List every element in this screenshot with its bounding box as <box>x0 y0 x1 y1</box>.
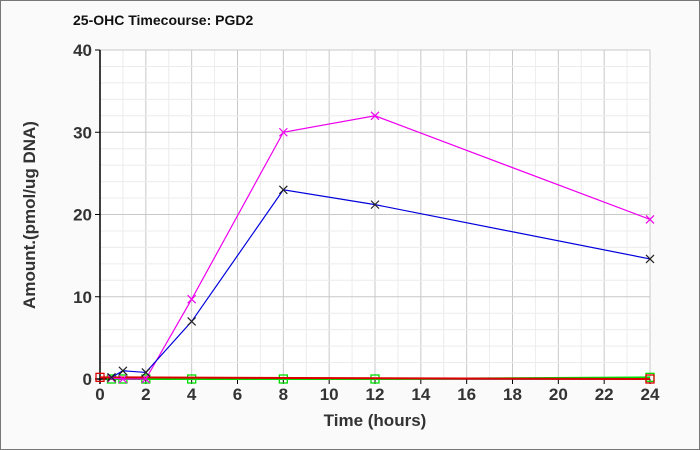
x-tick-label: 0 <box>95 385 104 404</box>
x-tick-label: 6 <box>233 385 242 404</box>
data-point-cross <box>118 374 128 384</box>
data-point-square <box>187 374 197 384</box>
data-point-cross <box>118 366 128 376</box>
x-tick-label: 8 <box>279 385 288 404</box>
data-point-cross <box>370 111 380 121</box>
x-tick-label: 12 <box>366 385 385 404</box>
y-tick-label: 10 <box>73 288 92 307</box>
data-point-cross <box>370 200 380 210</box>
data-point-square <box>278 374 288 384</box>
data-point-cross <box>187 294 197 304</box>
x-tick-label: 18 <box>503 385 522 404</box>
data-point-cross <box>187 317 197 326</box>
x-tick-label: 16 <box>457 385 476 404</box>
x-tick-label: 22 <box>595 385 614 404</box>
data-point-square <box>645 374 655 384</box>
data-point-cross <box>278 127 288 137</box>
y-tick-label: 0 <box>83 370 92 389</box>
y-axis-label: Amount.(pmol/ug DNA) <box>20 121 39 309</box>
y-tick-label: 40 <box>73 41 92 60</box>
data-point-cross <box>645 254 655 264</box>
chart-title: 25-OHC Timecourse: PGD2 <box>73 12 253 28</box>
x-tick-label: 10 <box>320 385 339 404</box>
data-point-cross <box>141 367 151 377</box>
data-point-cross <box>141 374 151 384</box>
x-tick-label: 24 <box>641 385 660 404</box>
x-tick-label: 2 <box>141 385 150 404</box>
x-tick-label: 20 <box>549 385 568 404</box>
data-point-cross <box>645 215 655 224</box>
data-point-square <box>95 372 105 383</box>
data-point-cross <box>107 372 116 382</box>
y-tick-label: 20 <box>73 206 92 225</box>
data-point-cross <box>278 185 288 195</box>
x-tick-label: 14 <box>411 385 430 404</box>
x-axis-label: Time (hours) <box>324 411 427 430</box>
series-line-red-series <box>99 376 651 380</box>
x-tick-label: 4 <box>187 385 197 404</box>
y-tick-label: 30 <box>73 123 92 142</box>
